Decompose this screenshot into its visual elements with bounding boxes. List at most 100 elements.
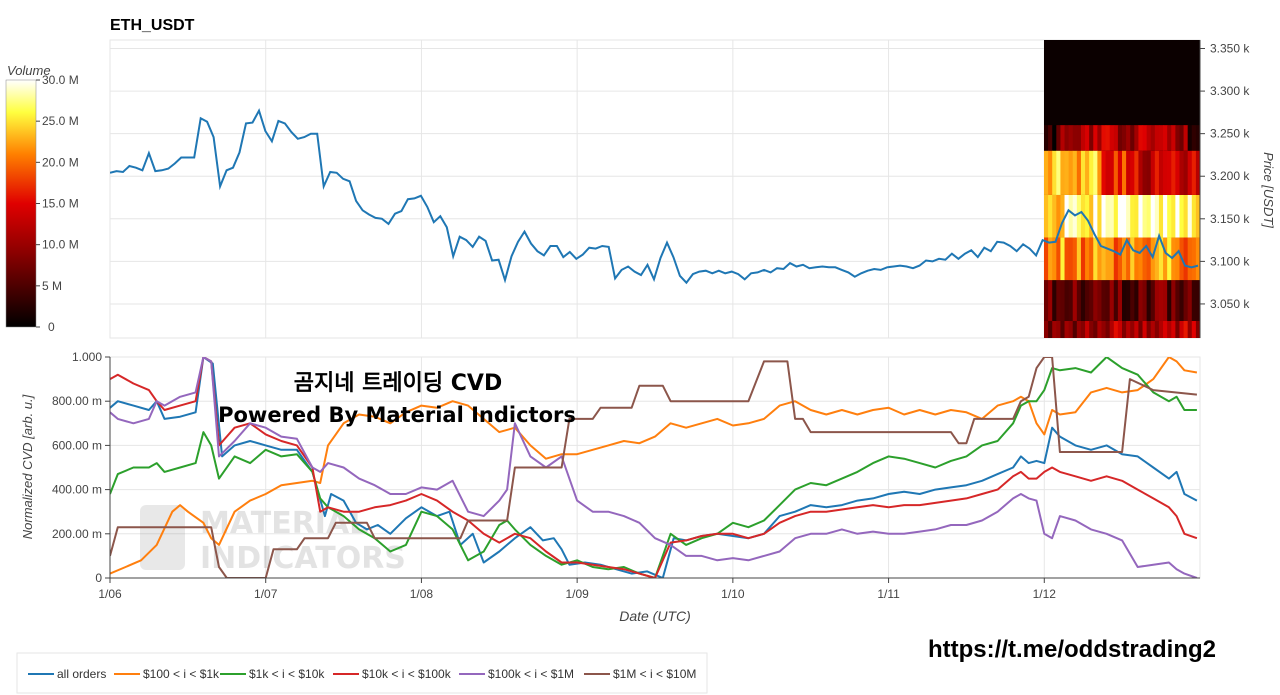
heatmap-cell: [1167, 280, 1172, 321]
heatmap-cell: [1134, 150, 1140, 195]
heatmap-cell: [1068, 125, 1074, 151]
legend-label: $100k < i < $1M: [488, 667, 574, 681]
heatmap-cell: [1163, 320, 1168, 338]
heatmap-cell: [1093, 125, 1098, 151]
heatmap-cell: [1089, 150, 1094, 195]
heatmap-cell: [1158, 280, 1164, 321]
price-chart-title: ETH_USDT: [110, 17, 195, 34]
heatmap-cell: [1158, 320, 1164, 338]
heatmap-cell: [1072, 320, 1078, 338]
heatmap-cell: [1134, 194, 1140, 238]
heatmap-cell: [1138, 150, 1144, 195]
heatmap-cell: [1183, 237, 1189, 281]
cvd-x-tick-label: 1/09: [565, 587, 589, 601]
heatmap-cell: [1105, 194, 1111, 238]
volume-colorbar: [5, 79, 37, 328]
colorbar-tick-label: 0: [48, 320, 55, 334]
heatmap-cell: [1191, 320, 1197, 338]
heatmap-cell: [1048, 320, 1053, 338]
heatmap-cell: [1175, 150, 1181, 195]
heatmap-cell: [1097, 237, 1103, 281]
cvd-y-tick-label: 400.00 m: [52, 483, 102, 497]
heatmap-cell: [1122, 280, 1127, 321]
legend-label: $100 < i < $1k: [143, 667, 220, 681]
heatmap-cell: [1126, 194, 1131, 238]
cvd-line-series-1: [110, 357, 1198, 575]
colorbar-tick-label: 25.0 M: [42, 114, 79, 128]
heatmap-cell: [1187, 280, 1193, 321]
watermark-line-2: INDICATORS: [200, 541, 406, 576]
heatmap-cell: [1076, 280, 1082, 321]
heatmap-cell: [1048, 237, 1053, 281]
cvd-plot-area: [109, 356, 1201, 579]
heatmap-cell: [1195, 280, 1200, 321]
heatmap-cell: [1117, 237, 1123, 281]
heatmap-cell: [1142, 194, 1148, 238]
heatmap-cell: [1085, 280, 1090, 321]
heatmap-cell: [1154, 237, 1160, 281]
heatmap-cell: [1089, 237, 1094, 281]
heatmap-cell: [1134, 280, 1140, 321]
heatmap-cell: [1183, 150, 1189, 195]
cvd-x-tick-label: 1/07: [254, 587, 278, 601]
heatmap-cell: [1056, 125, 1062, 151]
heatmap-cell: [1191, 280, 1197, 321]
heatmap-cell: [1052, 125, 1057, 151]
heatmap-cell: [1085, 150, 1090, 195]
heatmap-cell: [1171, 125, 1176, 151]
heatmap-cell: [1109, 280, 1115, 321]
heatmap-cell: [1187, 194, 1193, 238]
heatmap-cell: [1044, 320, 1049, 338]
heatmap-cell: [1154, 194, 1160, 238]
heatmap-cell: [1060, 150, 1066, 195]
heatmap-cell: [1113, 320, 1119, 338]
heatmap-cell: [1080, 194, 1086, 238]
heatmap-cell: [1052, 320, 1057, 338]
heatmap-cell: [1171, 237, 1176, 281]
heatmap-cell: [1154, 320, 1160, 338]
cvd-x-axis-label: Date (UTC): [619, 608, 691, 624]
heatmap-cell: [1146, 125, 1152, 151]
heatmap-cell: [1072, 237, 1078, 281]
heatmap-cell: [1126, 320, 1131, 338]
heatmap-cell: [1052, 150, 1057, 195]
heatmap-cell: [1101, 280, 1107, 321]
heatmap-cell: [1134, 125, 1140, 151]
heatmap-cell: [1183, 280, 1189, 321]
telegram-link[interactable]: https://t.me/oddstrading2: [928, 636, 1216, 663]
heatmap-cell: [1064, 125, 1070, 151]
heatmap-cell: [1080, 150, 1086, 195]
heatmap-cell: [1101, 320, 1107, 338]
price-line: [110, 108, 1199, 285]
cvd-x-axis: 1/06 1/07 1/08 1/09 1/10 1/11 1/12: [98, 577, 1200, 601]
heatmap-cell: [1060, 280, 1066, 321]
price-tick-label: 3.350 k: [1210, 42, 1250, 56]
heatmap-cell: [1056, 320, 1062, 338]
heatmap-cell: [1154, 280, 1160, 321]
price-tick-label: 3.150 k: [1210, 212, 1250, 226]
heatmap-cell: [1130, 125, 1135, 151]
price-tick-label: 3.050 k: [1210, 297, 1250, 311]
heatmap-cell: [1109, 237, 1115, 281]
cvd-y-tick-label: 800.00 m: [52, 394, 102, 408]
cvd-y-axis-label: Normalized CVD [arb. u.]: [20, 394, 35, 539]
heatmap-cell: [1117, 194, 1123, 238]
heatmap-cell: [1044, 194, 1049, 238]
heatmap-cell: [1068, 280, 1074, 321]
heatmap-cell: [1109, 150, 1115, 195]
heatmap-cell: [1130, 320, 1135, 338]
heatmap-cell: [1044, 125, 1049, 151]
heatmap-cell: [1187, 237, 1193, 281]
heatmap-cell: [1171, 280, 1176, 321]
heatmap-cell: [1146, 194, 1152, 238]
heatmap-cell: [1089, 320, 1094, 338]
heatmap-cell: [1097, 280, 1103, 321]
heatmap-cell: [1076, 125, 1082, 151]
heatmap-cell: [1150, 150, 1156, 195]
heatmap-cell: [1195, 320, 1200, 338]
price-tick-label: 3.200 k: [1210, 169, 1250, 183]
heatmap-cell: [1183, 194, 1189, 238]
heatmap-cell: [1113, 194, 1119, 238]
heatmap-cell: [1126, 125, 1131, 151]
legend-label: all orders: [57, 667, 106, 681]
